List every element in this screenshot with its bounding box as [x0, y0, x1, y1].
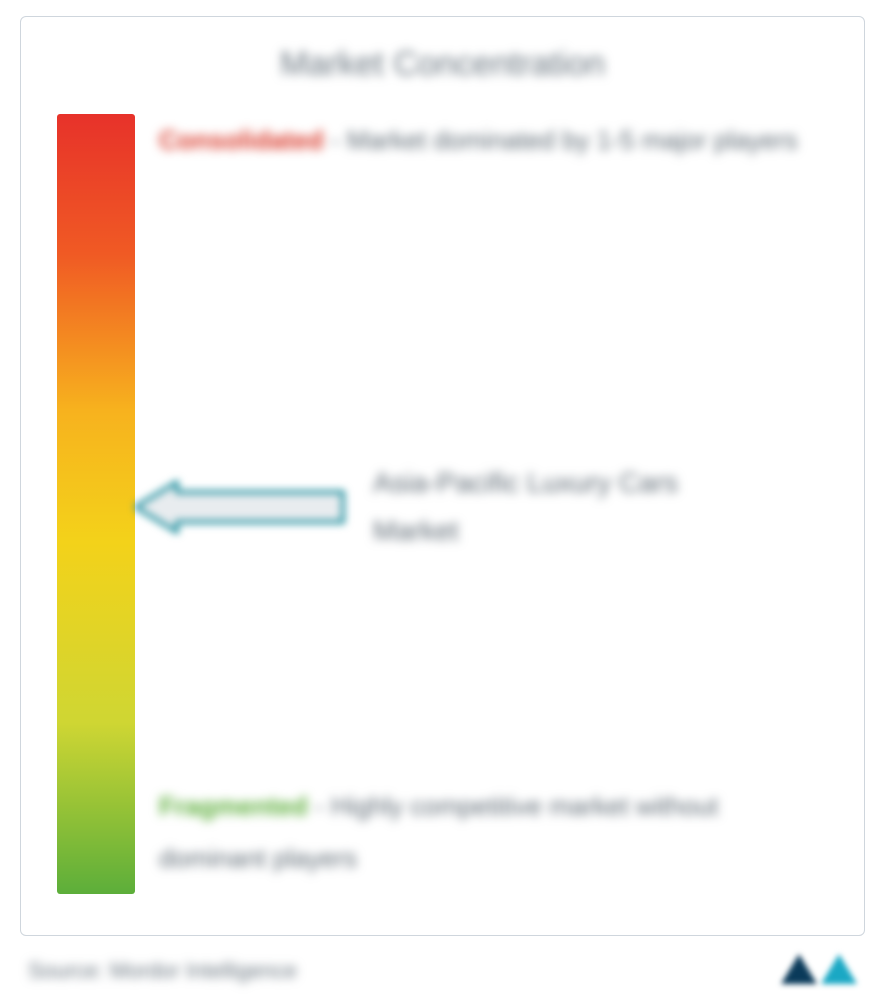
fragmented-strong: Fragmented: [159, 791, 308, 821]
source-label: Source: Mordor Intelligence: [28, 958, 297, 984]
logo-tri-1: [781, 954, 817, 984]
fragmented-label: Fragmented - Highly competitive market w…: [159, 780, 818, 884]
arrow-polygon: [135, 482, 343, 532]
chart-title: Market Concentration: [57, 45, 828, 84]
consolidated-desc: - Market dominated by 1-5 major players: [331, 125, 798, 155]
footer: Source: Mordor Intelligence: [28, 954, 857, 984]
concentration-gradient-bar: [57, 114, 135, 894]
labels-column: Consolidated - Market dominated by 1-5 m…: [135, 114, 828, 894]
consolidated-label: Consolidated - Market dominated by 1-5 m…: [159, 114, 818, 166]
consolidated-strong: Consolidated: [159, 125, 324, 155]
concentration-card: Market Concentration Consolidated - Mark…: [20, 16, 865, 936]
mordor-logo-icon: [781, 954, 857, 984]
market-name-label: Asia-Pacific Luxury Cars Market: [373, 459, 753, 554]
content-row: Consolidated - Market dominated by 1-5 m…: [57, 114, 828, 894]
market-pointer: Asia-Pacific Luxury Cars Market: [135, 459, 753, 554]
logo-tri-2: [821, 954, 857, 984]
arrow-left-icon: [135, 478, 345, 536]
